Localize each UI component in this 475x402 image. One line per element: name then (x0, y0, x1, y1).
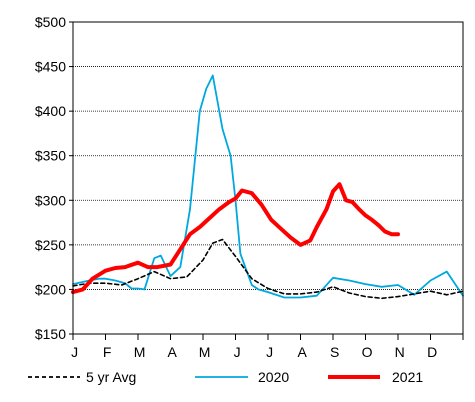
x-tick-label: N (395, 344, 405, 360)
legend-label: 5 yr Avg (86, 369, 136, 385)
x-tick-label: A (297, 344, 307, 360)
x-tick-label: J (71, 344, 78, 360)
y-tick-label: $350 (35, 148, 66, 164)
x-tick-label: M (134, 344, 146, 360)
x-tick-label: M (199, 344, 211, 360)
y-axis-ticks: $150 $200 $250 $300 $350 $400 $450 $500 (35, 14, 73, 342)
y-tick-label: $150 (35, 326, 66, 342)
gridlines (73, 66, 463, 290)
series-lines (71, 74, 464, 300)
x-tick-label: O (362, 344, 373, 360)
x-tick-label: J (234, 344, 241, 360)
y-tick-label: $250 (35, 237, 66, 253)
series-line-5-yr-avg (72, 238, 464, 300)
y-tick-label: $500 (35, 14, 66, 30)
legend-label: 2021 (392, 369, 423, 385)
plot-area-frame (72, 21, 464, 335)
series-line-2020 (72, 74, 464, 299)
legend: 5 yr Avg 2020 2021 (28, 369, 423, 385)
y-tick-label: $300 (35, 192, 66, 208)
series-line-2021 (71, 182, 400, 295)
x-tick-label: J (266, 344, 273, 360)
x-tick-label: S (330, 344, 339, 360)
y-tick-label: $200 (35, 281, 66, 297)
y-tick-label: $400 (35, 103, 66, 119)
x-tick-label: F (103, 344, 112, 360)
x-tick-label: D (427, 344, 437, 360)
x-tick-label: A (167, 344, 177, 360)
y-tick-label: $450 (35, 59, 66, 75)
legend-label: 2020 (258, 369, 289, 385)
